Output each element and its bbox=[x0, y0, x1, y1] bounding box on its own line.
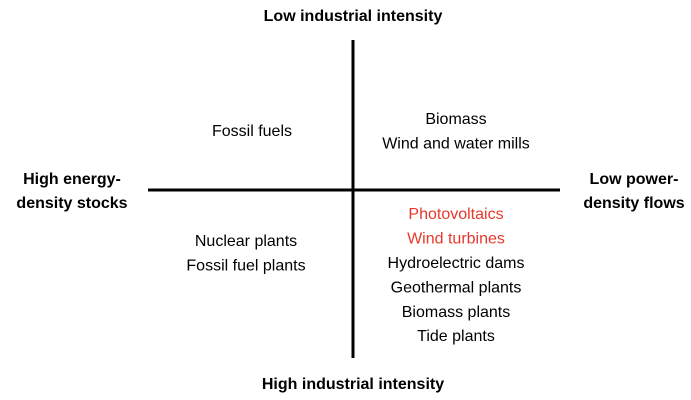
quadrant-item: Biomass plants bbox=[402, 304, 511, 321]
bottom-label: High industrial intensity bbox=[262, 376, 444, 393]
left-label: High energy- bbox=[23, 171, 121, 188]
quadrant-item: Hydroelectric dams bbox=[388, 255, 525, 272]
quadrant-item: Fossil fuel plants bbox=[186, 258, 305, 275]
quadrant-item: Geothermal plants bbox=[391, 279, 522, 296]
right-label: density flows bbox=[583, 195, 684, 212]
quadrant-item: Photovoltaics bbox=[408, 206, 503, 223]
quadrant-item: Tide plants bbox=[417, 328, 495, 345]
top-label: Low industrial intensity bbox=[264, 8, 443, 25]
quadrant-item: Wind turbines bbox=[407, 231, 505, 248]
quadrant-item: Biomass bbox=[425, 111, 486, 128]
quadrant-item: Fossil fuels bbox=[212, 123, 292, 140]
quadrant-item: Nuclear plants bbox=[195, 233, 297, 250]
left-label: density stocks bbox=[16, 195, 127, 212]
right-label: Low power- bbox=[590, 171, 679, 188]
quadrant-item: Wind and water mills bbox=[382, 136, 530, 153]
